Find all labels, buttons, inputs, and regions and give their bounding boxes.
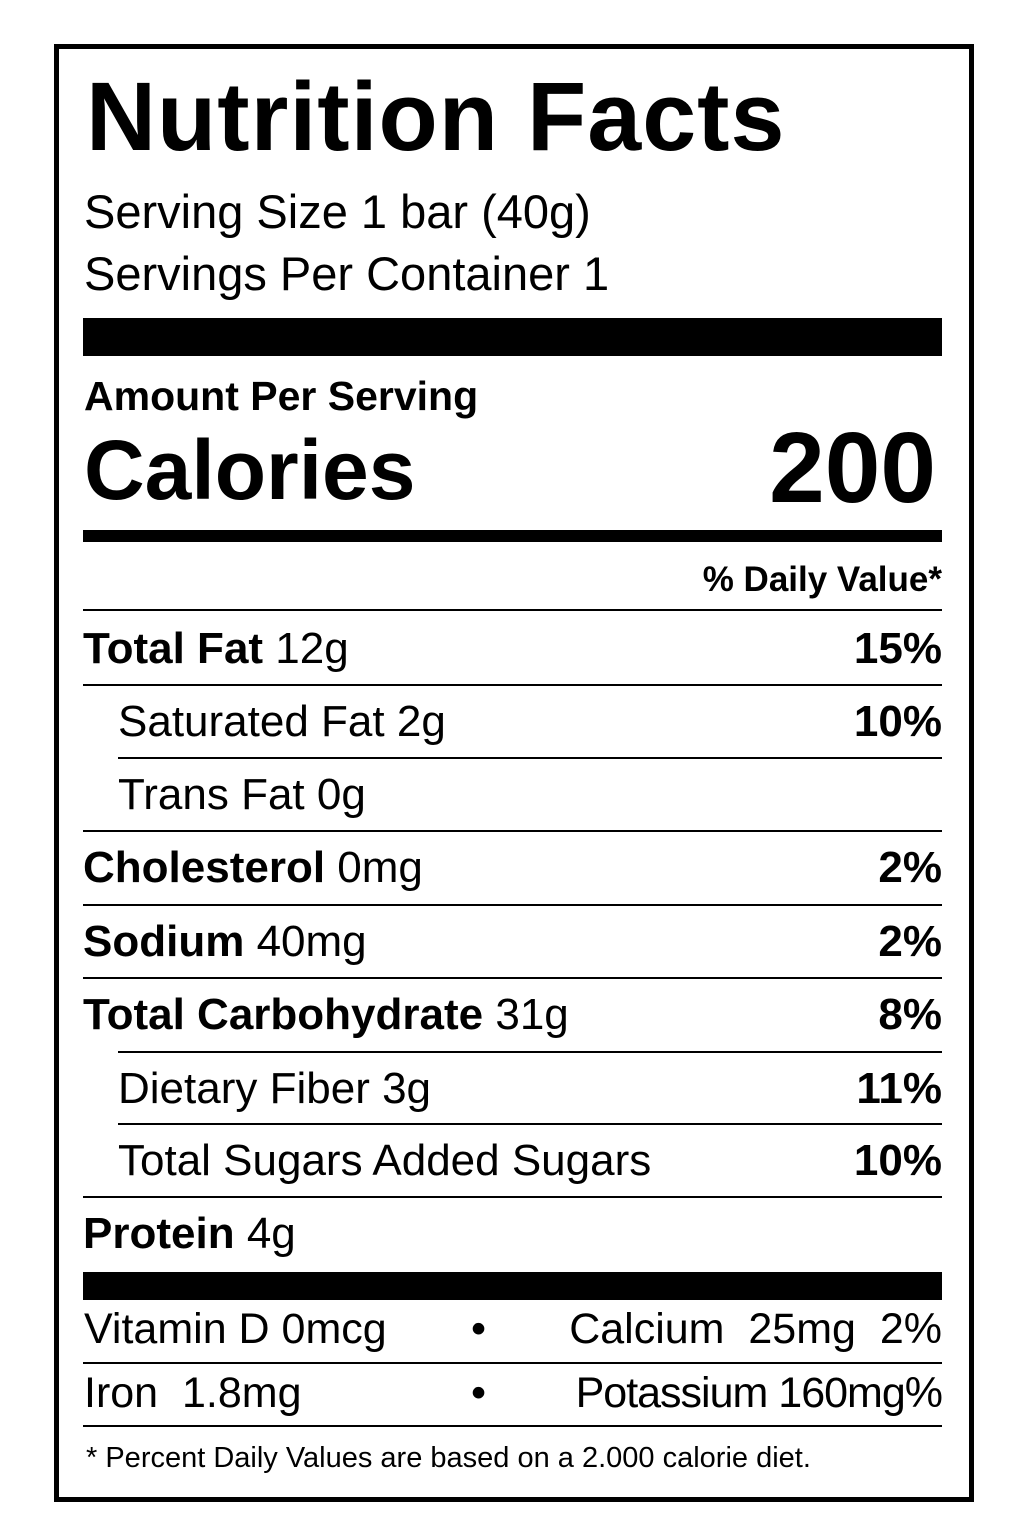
amount-per-serving: Amount Per Serving bbox=[84, 373, 479, 419]
nutrient-amount: 3g bbox=[382, 1064, 432, 1113]
divider bbox=[83, 684, 942, 686]
vitamin-right: Potassium 160mg% bbox=[575, 1369, 943, 1417]
nutrient-dv: 8% bbox=[878, 990, 942, 1039]
nutrient-row-total-sugars: Total Sugars Added Sugars 10% bbox=[83, 1125, 942, 1197]
nutrient-amount: 2g bbox=[396, 697, 446, 746]
divider bbox=[83, 609, 942, 611]
bullet: • bbox=[471, 1369, 487, 1417]
nutrient-name: Trans Fat bbox=[118, 770, 305, 819]
divider bbox=[83, 977, 942, 979]
nutrient-name: Saturated Fat bbox=[118, 697, 385, 746]
nutrient-amount: 12g bbox=[275, 624, 349, 673]
nutrient-row-total-carbohydrate: Total Carbohydrate 31g 8% bbox=[83, 979, 942, 1051]
nutrient-name: Sodium bbox=[83, 917, 245, 966]
calories-value: 200 bbox=[769, 412, 936, 524]
nutrient-dv: 2% bbox=[878, 917, 942, 966]
nutrient-row-trans-fat: Trans Fat 0g bbox=[83, 759, 942, 831]
divider bbox=[118, 1051, 942, 1053]
vitamin-left: Iron 1.8mg bbox=[84, 1369, 302, 1417]
label-title: Nutrition Facts bbox=[86, 62, 786, 171]
nutrient-amount: 0mg bbox=[337, 843, 423, 892]
nutrient-name: Total Sugars Added Sugars bbox=[118, 1136, 652, 1185]
thick-divider bbox=[83, 1272, 942, 1300]
nutrient-name: Protein bbox=[83, 1209, 235, 1258]
nutrient-dv: 11% bbox=[856, 1064, 942, 1113]
vitamin-right: Calcium 25mg 2% bbox=[569, 1305, 942, 1353]
nutrient-row-dietary-fiber: Dietary Fiber 3g 11% bbox=[83, 1053, 942, 1125]
nutrient-dv: 10% bbox=[853, 697, 942, 746]
nutrient-name: Cholesterol bbox=[83, 843, 326, 892]
nutrient-name: Total Carbohydrate bbox=[83, 990, 484, 1039]
divider bbox=[83, 1362, 942, 1364]
nutrient-dv: 15% bbox=[853, 624, 942, 673]
divider bbox=[83, 1425, 942, 1427]
vitamin-row: Vitamin D 0mcg • Calcium 25mg 2% bbox=[83, 1302, 942, 1362]
footnote: * Percent Daily Values are based on a 2.… bbox=[86, 1442, 811, 1474]
serving-size: Serving Size 1 bar (40g) bbox=[84, 185, 591, 238]
divider bbox=[83, 1196, 942, 1198]
nutrient-amount: 0g bbox=[316, 770, 366, 819]
nutrient-amount: 40mg bbox=[256, 917, 367, 966]
divider bbox=[83, 904, 942, 906]
medium-divider bbox=[83, 530, 942, 542]
nutrient-name: Total Fat bbox=[83, 624, 264, 673]
nutrient-name: Dietary Fiber bbox=[118, 1064, 370, 1113]
vitamin-row: Iron 1.8mg • Potassium 160mg% bbox=[83, 1366, 943, 1426]
nutrient-row-total-fat: Total Fat 12g 15% bbox=[83, 613, 942, 685]
servings-per-container: Servings Per Container 1 bbox=[84, 247, 610, 300]
nutrient-amount: 31g bbox=[495, 990, 569, 1039]
nutrient-dv: 10% bbox=[853, 1136, 942, 1185]
calories-label: Calories bbox=[84, 423, 416, 517]
label-border bbox=[54, 44, 974, 1502]
divider bbox=[118, 757, 942, 759]
thick-divider bbox=[83, 318, 942, 356]
nutrient-dv: 2% bbox=[878, 843, 942, 892]
nutrient-amount: 4g bbox=[246, 1209, 296, 1258]
nutrient-row-cholesterol: Cholesterol 0mg 2% bbox=[83, 832, 942, 904]
bullet: • bbox=[471, 1305, 487, 1353]
daily-value-header: % Daily Value* bbox=[702, 560, 942, 599]
divider bbox=[118, 1123, 942, 1125]
nutrient-row-protein: Protein 4g bbox=[83, 1198, 942, 1270]
nutrient-row-saturated-fat: Saturated Fat 2g 10% bbox=[83, 686, 942, 758]
nutrient-row-sodium: Sodium 40mg 2% bbox=[83, 906, 942, 978]
vitamin-left: Vitamin D 0mcg bbox=[84, 1305, 387, 1353]
divider bbox=[83, 830, 942, 832]
